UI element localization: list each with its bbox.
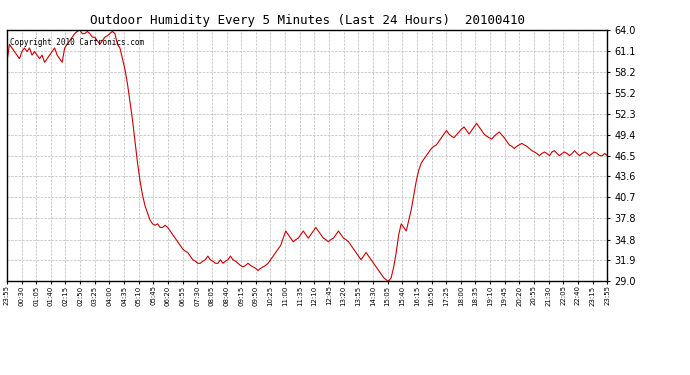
Title: Outdoor Humidity Every 5 Minutes (Last 24 Hours)  20100410: Outdoor Humidity Every 5 Minutes (Last 2…	[90, 15, 524, 27]
Text: Copyright 2010 Cartronics.com: Copyright 2010 Cartronics.com	[10, 38, 144, 46]
